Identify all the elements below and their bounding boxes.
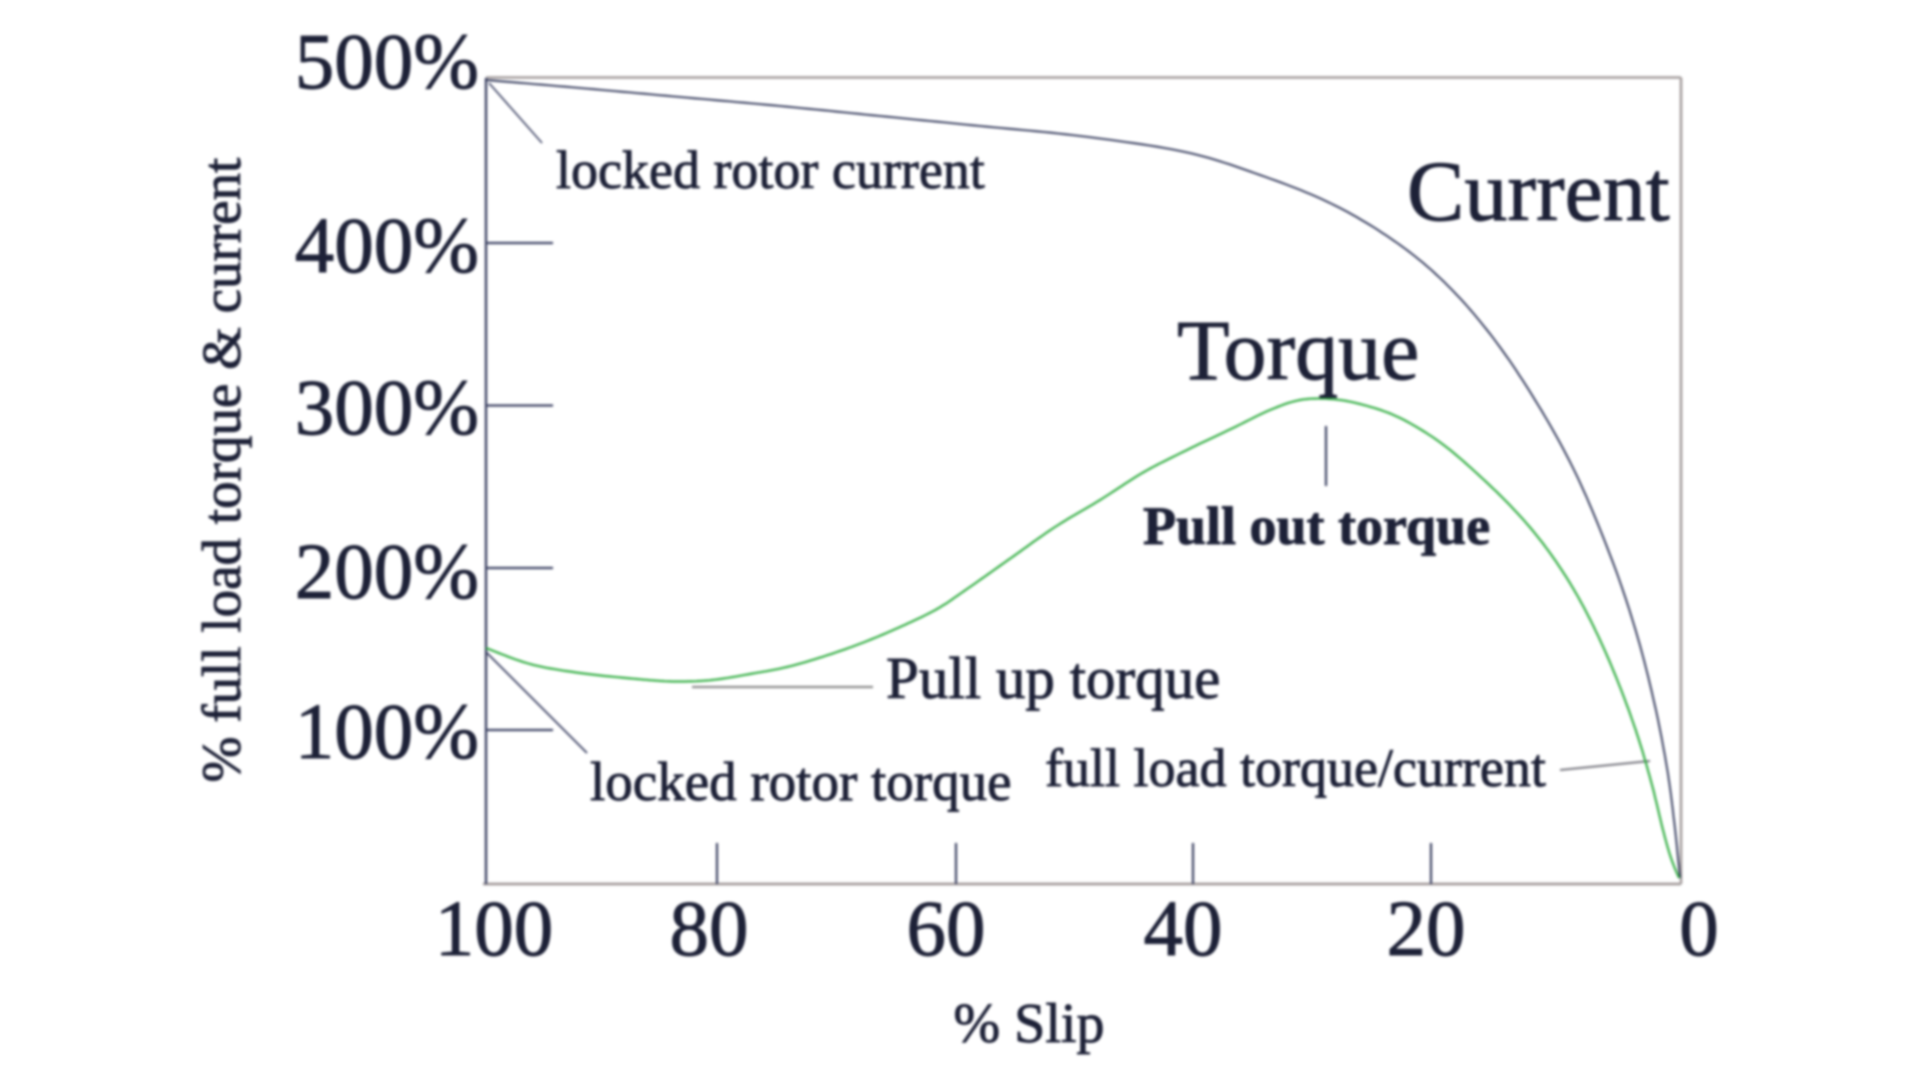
svg-text:Torque: Torque <box>1177 302 1419 398</box>
svg-text:% full load torque & current: % full load torque & current <box>191 158 252 783</box>
svg-text:400%: 400% <box>295 203 479 290</box>
svg-text:0: 0 <box>1679 886 1719 973</box>
svg-text:% Slip: % Slip <box>954 993 1105 1055</box>
svg-text:locked rotor torque: locked rotor torque <box>590 751 1012 812</box>
svg-text:100: 100 <box>435 886 554 973</box>
svg-text:20: 20 <box>1387 886 1466 973</box>
svg-text:full load torque/current: full load torque/current <box>1045 738 1546 798</box>
svg-text:locked rotor current: locked rotor current <box>556 140 985 200</box>
svg-text:Current: Current <box>1407 143 1670 239</box>
svg-text:200%: 200% <box>295 529 479 616</box>
svg-text:Pull up torque: Pull up torque <box>886 645 1220 711</box>
svg-text:100%: 100% <box>295 689 479 776</box>
svg-text:500%: 500% <box>295 19 479 106</box>
svg-text:40: 40 <box>1144 886 1223 973</box>
svg-text:300%: 300% <box>295 365 479 452</box>
svg-text:80: 80 <box>670 886 749 973</box>
svg-text:Pull out torque: Pull out torque <box>1143 496 1490 556</box>
svg-text:60: 60 <box>907 886 986 973</box>
